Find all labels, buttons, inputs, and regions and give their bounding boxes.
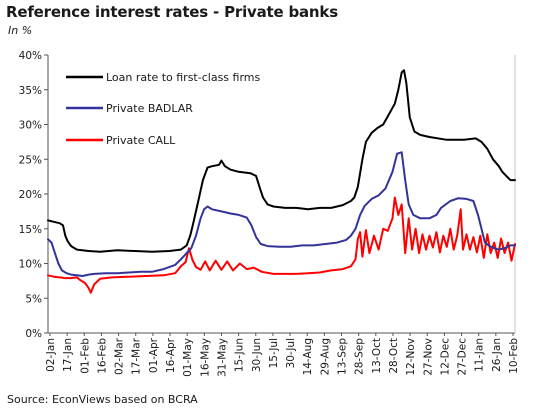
x-tick-label: 13-Sep <box>337 338 349 375</box>
y-tick-label: 20% <box>19 189 42 201</box>
x-tick-label: 02-Mar <box>114 337 126 375</box>
x-tick-label: 30-Jun <box>251 338 263 372</box>
x-tick-label: 12-Dec <box>439 338 451 376</box>
y-tick-label: 30% <box>19 120 42 132</box>
x-tick-label: 01-Feb <box>79 338 91 374</box>
x-tick-label: 12-Nov <box>405 338 417 376</box>
series-layer <box>47 69 516 294</box>
y-tick-label: 5% <box>25 293 42 305</box>
x-tick-label: 01-May <box>182 338 194 377</box>
x-tick-label: 30-Jul <box>285 338 297 368</box>
x-tick-label: 15-Jul <box>268 338 280 368</box>
y-tick-label: 0% <box>25 328 42 340</box>
x-tick-label: 10-Feb <box>508 338 520 374</box>
legend-label: Loan rate to first-class firms <box>106 71 260 84</box>
x-tick-label: 15-Jun <box>234 338 246 372</box>
x-tick-label: 31-May <box>216 338 228 377</box>
x-tick-label: 17-Mar <box>131 337 143 375</box>
y-tick-label: 15% <box>19 224 42 236</box>
y-tick-label: 25% <box>19 154 42 166</box>
x-tick-label: 27-Nov <box>422 338 434 376</box>
x-tick-label: 13-Oct <box>371 338 383 374</box>
y-tick-label: 35% <box>19 85 42 97</box>
plot-area <box>47 55 516 334</box>
series-line <box>47 196 516 294</box>
x-tick-label: 27-Dec <box>457 338 469 376</box>
x-tick-label: 26-Jan <box>491 338 503 372</box>
x-tick-label: 02-Jan <box>45 338 57 372</box>
x-axis: 02-Jan 17-Jan 01-Feb 16-Feb 02-Mar 17-Mar 01-A… <box>45 333 520 377</box>
x-tick-label: 29-Aug <box>319 338 331 375</box>
y-tick-label: 40% <box>19 50 42 62</box>
x-tick-label: 01-Apr <box>148 337 160 373</box>
series-line <box>47 69 516 253</box>
chart-title: Reference interest rates - Private banks <box>6 3 338 21</box>
x-tick-label: 17-Jan <box>62 338 74 372</box>
y-axis: 0% 5% 10% 15% 20% 25% 30% 35% 40% <box>19 50 48 340</box>
x-tick-label: 16-Apr <box>165 337 177 373</box>
legend-label: Private BADLAR <box>106 102 193 115</box>
chart-subtitle: In % <box>8 24 33 37</box>
x-tick-label: 11-Jan <box>474 338 486 372</box>
series-line <box>47 151 516 277</box>
x-tick-label: 14-Aug <box>302 338 314 375</box>
x-tick-label: 16-Feb <box>96 338 108 374</box>
y-tick-label: 10% <box>19 259 42 271</box>
x-tick-label: 28-Sep <box>354 338 366 375</box>
x-tick-label: 16-May <box>199 338 211 377</box>
x-tick-label: 28-Oct <box>388 338 400 374</box>
legend: Loan rate to first-class firms Private BA… <box>66 71 260 147</box>
legend-label: Private CALL <box>106 134 176 147</box>
source-note: Source: EconViews based on BCRA <box>7 393 198 406</box>
